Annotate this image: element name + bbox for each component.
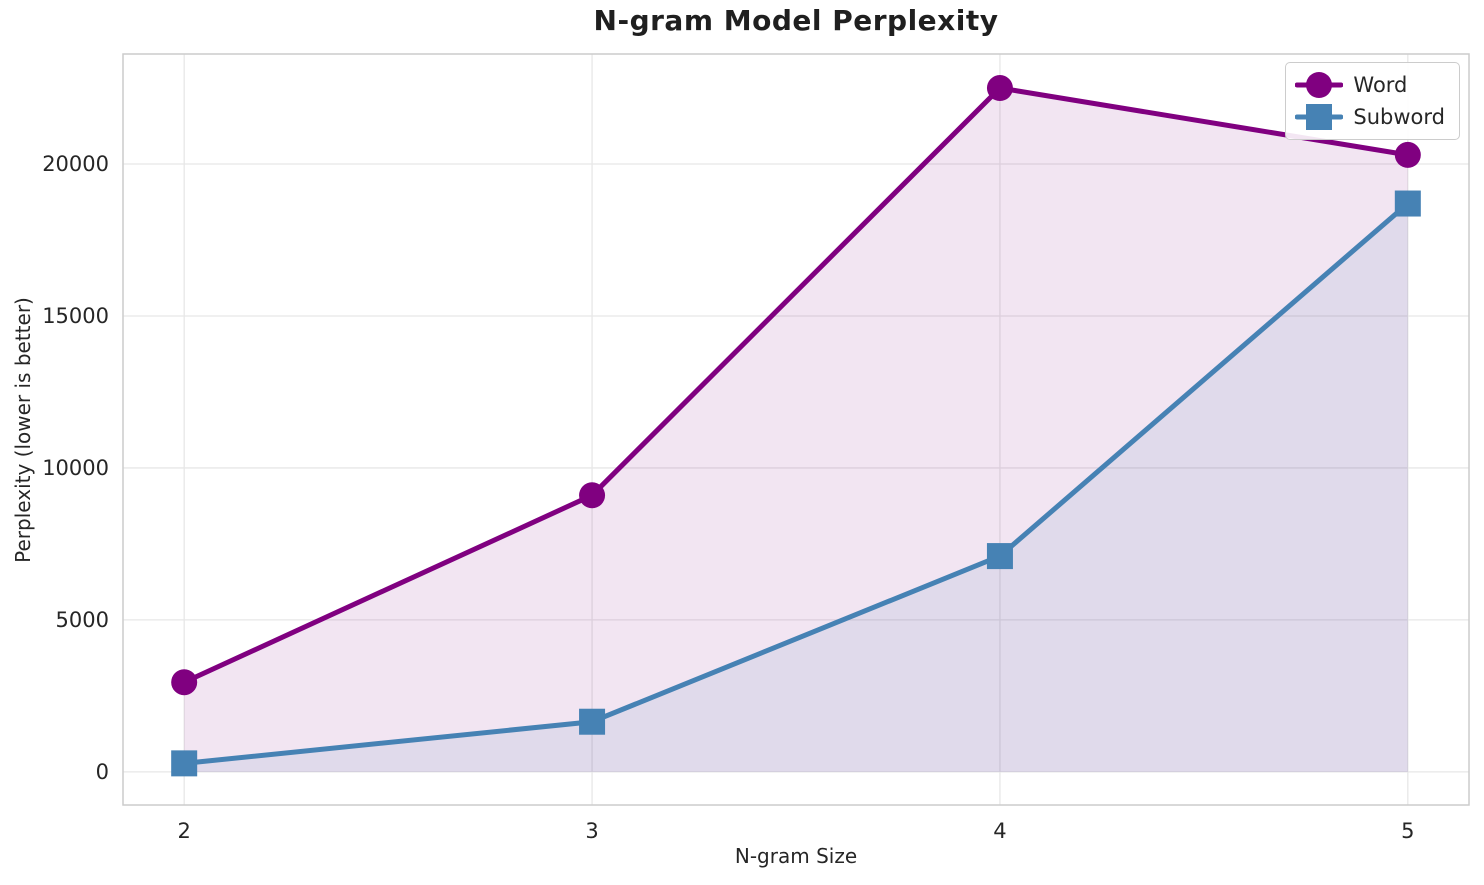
data-point-subword xyxy=(1394,190,1421,217)
legend-item-word: Word xyxy=(1295,70,1445,100)
data-point-word xyxy=(986,75,1013,102)
data-point-subword xyxy=(579,708,606,735)
y-tick-label: 10000 xyxy=(42,456,109,480)
data-point-word xyxy=(579,482,606,509)
series-line-word xyxy=(181,85,1411,685)
x-axis-label: N-gram Size xyxy=(734,844,858,868)
y-tick-label: 5000 xyxy=(56,608,109,632)
chart-title: N-gram Model Perplexity xyxy=(593,4,999,37)
legend-label: Subword xyxy=(1353,105,1445,129)
x-tick-label: 4 xyxy=(993,819,1006,843)
series-fill-subword xyxy=(184,203,1408,772)
x-tick-label: 5 xyxy=(1401,819,1414,843)
x-tick-label: 3 xyxy=(585,819,598,843)
y-tick-label: 15000 xyxy=(42,304,109,328)
series-fill-word xyxy=(184,88,1408,772)
square-marker-icon xyxy=(1295,104,1344,130)
y-tick-label: 0 xyxy=(96,760,109,784)
data-point-subword xyxy=(171,750,198,777)
x-tick-label: 2 xyxy=(177,819,190,843)
y-axis-label: Perplexity (lower is better) xyxy=(11,297,35,563)
legend: Word Subword xyxy=(1285,62,1460,140)
y-tick-label: 20000 xyxy=(42,152,109,176)
data-point-word xyxy=(1394,141,1421,168)
data-point-word xyxy=(171,669,198,696)
circle-marker-icon xyxy=(1295,72,1344,98)
data-point-subword xyxy=(986,543,1013,570)
legend-item-subword: Subword xyxy=(1295,102,1445,132)
legend-label: Word xyxy=(1353,73,1408,97)
series-line-subword xyxy=(181,201,1411,766)
plot-border xyxy=(122,53,1470,806)
